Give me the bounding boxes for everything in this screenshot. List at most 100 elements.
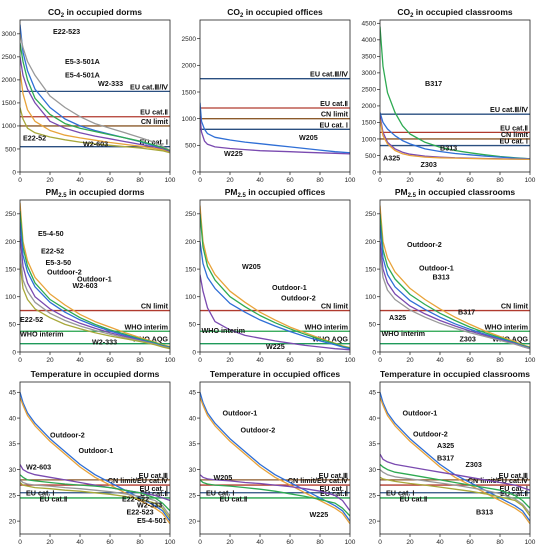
threshold-label: WHO AQG — [312, 335, 348, 344]
series-line-0 — [380, 392, 530, 522]
y-tick-label: 45 — [189, 390, 197, 397]
series-annotation: E22-52 — [41, 247, 64, 256]
y-tick-label: 250 — [365, 211, 376, 218]
threshold-label: WHO interim — [304, 322, 348, 331]
x-tick-label: 80 — [316, 177, 324, 184]
y-tick-label: 1500 — [362, 120, 377, 127]
y-tick-label: 50 — [369, 322, 377, 329]
series-annotation: W2-603 — [83, 140, 108, 149]
panel-title-subscript: 2.5 — [58, 193, 67, 199]
panel-title-suffix: in occupied offices — [246, 187, 326, 197]
threshold-label: EU cat. Ⅰ — [140, 484, 168, 493]
series-annotation: E5-3-501A — [65, 57, 100, 66]
threshold-label: EU cat.Ⅲ/Ⅳ — [310, 70, 348, 79]
chart-panel-5: PM2.5 in occupied classrooms CN limit WHO … — [365, 187, 536, 364]
y-tick-label: 35 — [9, 441, 17, 448]
x-tick-label: 40 — [436, 357, 444, 364]
series-annotation: EU cat.Ⅱ — [220, 495, 248, 504]
y-tick-label: 20 — [9, 518, 17, 525]
x-tick-label: 40 — [256, 177, 264, 184]
series-annotation: Outdoor-1 — [77, 274, 112, 283]
x-tick-label: 100 — [345, 177, 356, 184]
panel-title-subscript: 2 — [240, 13, 244, 19]
y-tick-label: 35 — [189, 441, 197, 448]
x-tick-label: 100 — [345, 539, 356, 546]
x-tick-label: 20 — [46, 177, 54, 184]
x-tick-label: 100 — [345, 357, 356, 364]
y-tick-label: 150 — [365, 266, 376, 273]
threshold-label: WHO AQG — [492, 335, 528, 344]
series-annotation: Z303 — [421, 160, 437, 169]
series-line-5 — [380, 476, 530, 517]
series-annotation: Outdoor-2 — [47, 268, 82, 277]
series-line-0 — [200, 102, 350, 154]
threshold-label: WHO interim — [484, 322, 528, 331]
plot-frame — [199, 199, 351, 353]
plot-frame — [19, 199, 171, 353]
series-line-2 — [20, 464, 170, 502]
series-annotation: WHO interim — [20, 330, 64, 339]
y-tick-label: 45 — [369, 390, 377, 397]
y-tick-label: 45 — [9, 390, 17, 397]
panel-title-subscript: 2.5 — [408, 193, 417, 199]
x-tick-label: 60 — [106, 357, 114, 364]
series-annotation: W205 — [214, 473, 233, 482]
series-line-3 — [380, 463, 530, 509]
plot-frame — [379, 19, 531, 173]
x-tick-label: 60 — [106, 539, 114, 546]
x-tick-label: 0 — [198, 539, 202, 546]
series-line-3 — [20, 56, 170, 153]
series-annotation: W205 — [242, 262, 261, 271]
series-annotation: Outdoor-1 — [79, 446, 114, 455]
series-annotation: W2-333 — [98, 79, 123, 88]
series-line-4 — [20, 479, 170, 517]
x-tick-label: 100 — [525, 177, 536, 184]
y-tick-label: 150 — [185, 266, 196, 273]
series-annotation: Outdoor-1 — [403, 408, 438, 417]
x-tick-label: 20 — [406, 539, 414, 546]
plot-frame — [19, 19, 171, 173]
threshold-label: EU cat.Ⅱ — [500, 489, 528, 498]
x-tick-label: 20 — [406, 177, 414, 184]
panel-title: PM2.5 in occupied dorms — [45, 187, 144, 199]
x-tick-label: 80 — [136, 539, 144, 546]
y-tick-label: 1000 — [2, 123, 17, 130]
series-annotation: E22-52 — [20, 315, 43, 324]
series-line-0 — [20, 24, 170, 153]
series-annotation: A325 — [389, 313, 406, 322]
x-tick-label: 0 — [18, 177, 22, 184]
x-tick-label: 40 — [76, 357, 84, 364]
series-line-5 — [20, 107, 170, 154]
panel-title-prefix: CO — [227, 7, 240, 17]
y-tick-label: 2000 — [182, 63, 197, 70]
x-tick-label: 80 — [136, 357, 144, 364]
x-tick-label: 60 — [106, 177, 114, 184]
chart-panel-1: CO2 in occupied offices EU cat.Ⅲ/Ⅳ EU cat.… — [182, 7, 356, 184]
threshold-label: CN limit — [141, 117, 169, 126]
panel-title-suffix: in occupied classrooms — [416, 187, 515, 197]
series-line-5 — [20, 263, 170, 350]
x-tick-label: 20 — [46, 357, 54, 364]
chart-panel-8: Temperature in occupied classrooms EU cat… — [369, 369, 536, 546]
panel-title-prefix: CO — [397, 7, 410, 17]
series-annotation: W205 — [299, 133, 318, 142]
x-tick-label: 60 — [466, 357, 474, 364]
series-annotation: E5-4-501A — [65, 71, 100, 80]
panel-title: Temperature in occupied offices — [210, 369, 340, 379]
series-annotation: W225 — [310, 510, 329, 519]
x-tick-label: 0 — [18, 357, 22, 364]
y-tick-label: 3000 — [362, 70, 377, 77]
threshold-label: EU cat. Ⅰ — [500, 484, 528, 493]
series-line-2 — [200, 241, 350, 350]
series-annotation: B313 — [440, 144, 457, 153]
series-annotation: EU cat. Ⅰ — [386, 488, 414, 497]
y-tick-label: 20 — [189, 518, 197, 525]
series-line-0 — [20, 392, 170, 522]
panel-title-suffix: in occupied offices — [261, 369, 341, 379]
series-annotation: B317 — [458, 307, 475, 316]
y-tick-label: 2000 — [362, 103, 377, 110]
x-tick-label: 0 — [198, 177, 202, 184]
y-tick-label: 200 — [365, 239, 376, 246]
series-annotation: W2-603 — [26, 463, 51, 472]
